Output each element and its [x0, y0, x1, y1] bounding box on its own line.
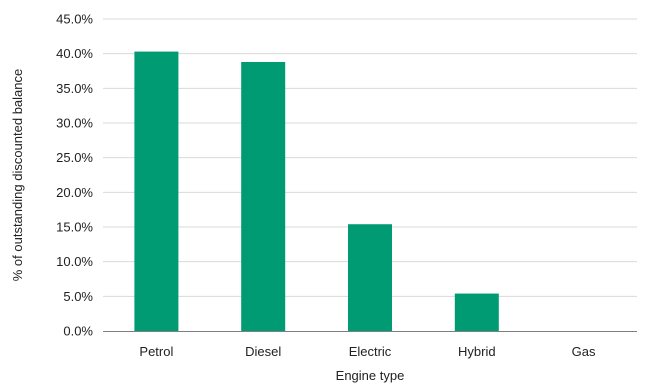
x-tick-label: Diesel	[245, 344, 281, 359]
y-axis-title: % of outstanding discounted balance	[10, 69, 25, 282]
x-tick-label: Petrol	[139, 344, 173, 359]
y-tick-label: 30.0%	[56, 116, 93, 131]
bar-diesel	[241, 61, 286, 332]
y-tick-label: 5.0%	[63, 289, 93, 304]
y-tick-label: 35.0%	[56, 81, 93, 96]
y-tick-label: 40.0%	[56, 46, 93, 61]
y-tick-label: 45.0%	[56, 12, 93, 27]
y-tick-label: 20.0%	[56, 185, 93, 200]
x-tick-label: Electric	[349, 344, 392, 359]
x-axis-title: Engine type	[336, 368, 405, 383]
x-tick-label: Hybrid	[458, 344, 496, 359]
y-tick-label: 0.0%	[63, 324, 93, 339]
y-tick-label: 10.0%	[56, 254, 93, 269]
x-tick-labels: Petrol Diesel Electric Hybrid Gas	[139, 344, 596, 359]
bar-petrol	[134, 51, 179, 331]
y-tick-label: 25.0%	[56, 150, 93, 165]
y-tick-labels: 0.0% 5.0% 10.0% 15.0% 20.0% 25.0% 30.0% 35.0% 40…	[56, 12, 93, 339]
x-tick-label: Gas	[572, 344, 596, 359]
bar-electric	[348, 224, 392, 331]
gridlines	[103, 18, 637, 297]
y-tick-label: 15.0%	[56, 220, 93, 235]
bar-hybrid	[454, 293, 499, 331]
bars	[134, 51, 499, 332]
